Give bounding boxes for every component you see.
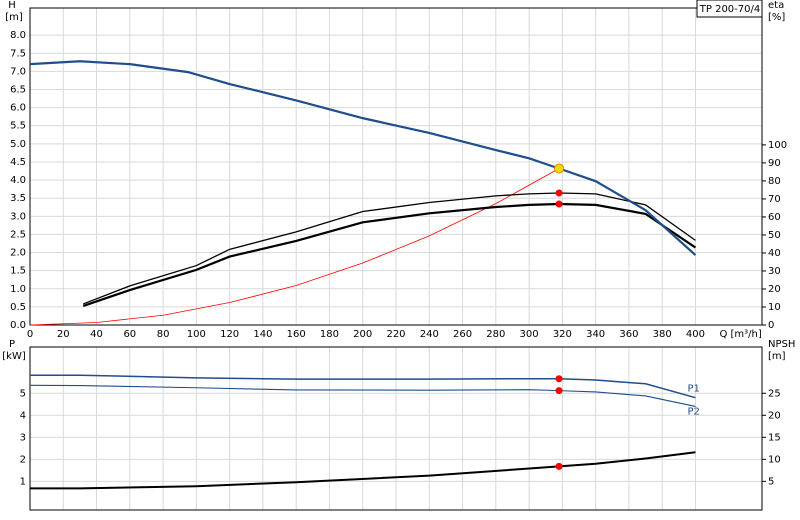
y2-tick-label: 90: [768, 158, 781, 169]
y-tick-label: 4: [20, 410, 26, 421]
y-axis-unit: [kW]: [2, 351, 26, 362]
x-tick-label: 300: [520, 329, 539, 340]
y2-tick-label: 70: [768, 194, 781, 205]
y-tick-label: 4.0: [10, 175, 26, 186]
label-box: [696, 0, 763, 18]
y2-tick-label: 80: [768, 176, 781, 187]
y2-axis-unit: [%]: [768, 12, 785, 23]
y-tick-label: 2.0: [10, 248, 26, 259]
x-tick-label: 320: [553, 329, 572, 340]
y2-tick-label: 0: [768, 320, 774, 331]
y-tick-label: 3: [20, 432, 26, 443]
y2-tick-label: 20: [768, 284, 781, 295]
x-tick-label: 140: [253, 329, 272, 340]
y-tick-label: 7.0: [10, 66, 26, 77]
x-tick-label: 260: [453, 329, 472, 340]
y-tick-label: 5.0: [10, 139, 26, 150]
duty-point: [555, 462, 563, 470]
y2-axis-label: eta: [768, 0, 784, 11]
y2-axis-unit: [m]: [768, 351, 786, 362]
x-axis-label: Q [m³/h]: [719, 329, 761, 340]
y-axis-label: P: [9, 339, 15, 350]
curve-label: P2: [687, 406, 699, 417]
x-tick-label: 100: [187, 329, 206, 340]
x-tick-label: 340: [586, 329, 605, 340]
x-tick-label: 160: [287, 329, 306, 340]
x-tick-label: 400: [686, 329, 705, 340]
x-tick-label: 180: [320, 329, 339, 340]
x-tick-label: 60: [123, 329, 136, 340]
x-tick-label: 120: [220, 329, 239, 340]
y2-tick-label: 50: [768, 230, 781, 241]
duty-point: [554, 163, 565, 174]
curve-set-label: TP 200-70/4: [699, 4, 760, 15]
plot-frame: [29, 346, 763, 511]
y2-tick-label: 100: [768, 140, 787, 151]
x-tick-label: 80: [157, 329, 170, 340]
curve: [29, 60, 697, 256]
x-tick-label: 0: [27, 329, 33, 340]
y2-tick-label: 15: [768, 432, 781, 443]
y2-tick-label: 10: [768, 302, 781, 313]
x-tick-label: 40: [90, 329, 103, 340]
duty-point: [555, 200, 563, 208]
y-tick-label: 3.5: [10, 193, 26, 204]
y2-tick-label: 10: [768, 454, 781, 465]
duty-point: [555, 189, 563, 197]
curve: [30, 374, 696, 399]
y-tick-label: 0.5: [10, 302, 26, 313]
y-tick-label: 1.0: [10, 284, 26, 295]
y-tick-label: 6.0: [10, 103, 26, 114]
y2-tick-label: 30: [768, 266, 781, 277]
y-tick-label: 1.5: [10, 266, 26, 277]
curve-label: P1: [687, 384, 699, 395]
y-tick-label: 1: [20, 476, 26, 487]
y2-tick-label: 25: [768, 388, 781, 399]
y-tick-label: 3.0: [10, 211, 26, 222]
x-tick-label: 280: [486, 329, 505, 340]
x-tick-label: 20: [57, 329, 70, 340]
y-tick-label: 5: [20, 388, 26, 399]
x-tick-label: 220: [386, 329, 405, 340]
y2-tick-label: 40: [768, 248, 781, 259]
duty-point: [555, 387, 563, 395]
x-tick-label: 380: [653, 329, 672, 340]
y-tick-label: 2.5: [10, 229, 26, 240]
y-axis-unit: [m]: [5, 12, 23, 23]
y-tick-label: 2: [20, 454, 26, 465]
y-tick-label: 7.5: [10, 48, 26, 59]
duty-point: [555, 375, 563, 383]
plot-frame: [29, 7, 763, 326]
y-tick-label: 4.5: [10, 157, 26, 168]
y2-tick-label: 20: [768, 410, 781, 421]
curve: [29, 384, 696, 408]
curve: [82, 202, 697, 307]
y-axis-label: H: [8, 0, 16, 11]
curve: [83, 192, 696, 305]
x-tick-label: 200: [353, 329, 372, 340]
y-tick-label: 0.0: [10, 320, 26, 331]
curve: [29, 168, 560, 326]
y-tick-label: 6.5: [10, 85, 26, 96]
curve: [30, 451, 696, 490]
y-tick-label: 8.0: [10, 30, 26, 41]
y-tick-label: 5.5: [10, 121, 26, 132]
y2-tick-label: 60: [768, 212, 781, 223]
y2-axis-label: NPSH: [768, 339, 795, 350]
x-tick-label: 360: [619, 329, 638, 340]
x-tick-label: 240: [420, 329, 439, 340]
y2-tick-label: 5: [768, 476, 774, 487]
